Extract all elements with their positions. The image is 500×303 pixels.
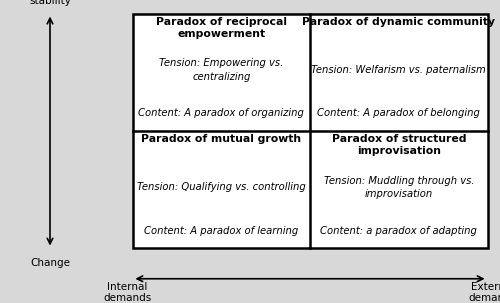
Text: Internal
demands: Internal demands (104, 282, 152, 303)
Text: Paradox of reciprocal
empowerment: Paradox of reciprocal empowerment (156, 17, 287, 39)
Text: Content: A paradox of belonging: Content: A paradox of belonging (318, 108, 480, 118)
Text: Paradox of mutual growth: Paradox of mutual growth (141, 134, 302, 144)
Text: Content: A paradox of learning: Content: A paradox of learning (144, 226, 298, 236)
Text: Paradox of structured
improvisation: Paradox of structured improvisation (332, 134, 466, 156)
Text: Paradox of dynamic community: Paradox of dynamic community (302, 17, 495, 27)
Text: Tension: Qualifying vs. controlling: Tension: Qualifying vs. controlling (137, 182, 306, 192)
Text: Content: a paradox of adapting: Content: a paradox of adapting (320, 226, 477, 236)
Bar (132, 14, 488, 248)
Text: External
demands: External demands (468, 282, 500, 303)
Text: Content: A paradox of organizing: Content: A paradox of organizing (138, 108, 304, 118)
Text: Tension: Welfarism vs. paternalism: Tension: Welfarism vs. paternalism (312, 65, 486, 75)
Text: Tension: Muddling through vs.
improvisation: Tension: Muddling through vs. improvisat… (324, 176, 474, 199)
Text: Preservation of
stability: Preservation of stability (10, 0, 90, 6)
Text: Tension: Empowering vs.
centralizing: Tension: Empowering vs. centralizing (159, 58, 284, 82)
Text: Change: Change (30, 258, 70, 268)
